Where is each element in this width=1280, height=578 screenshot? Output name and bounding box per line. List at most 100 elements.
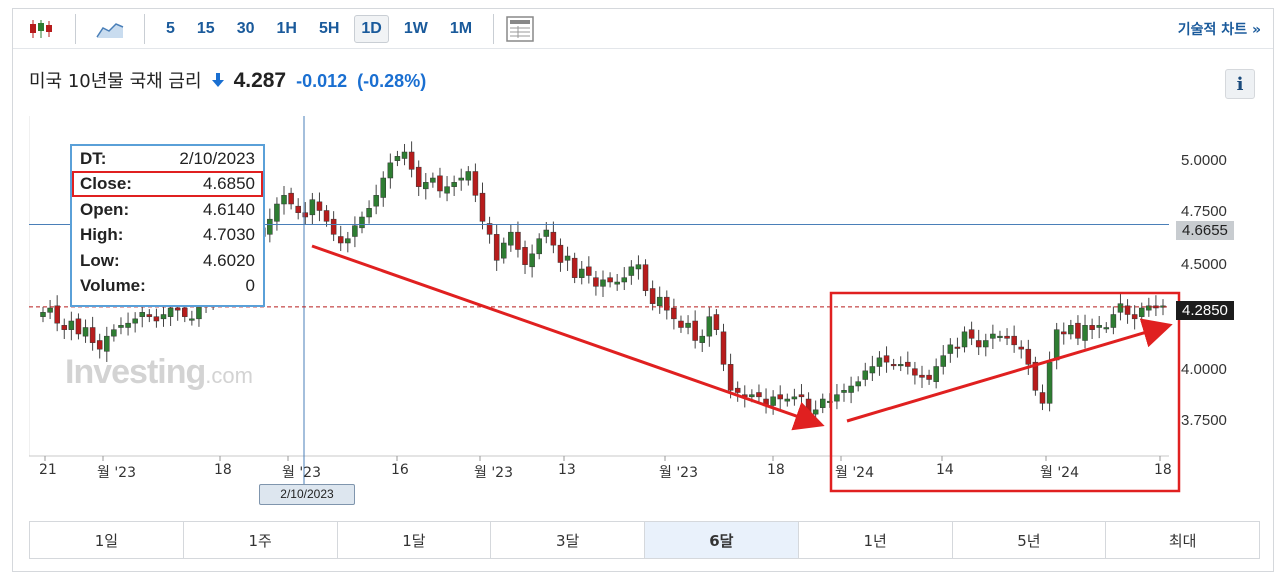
candle-body [75,318,82,335]
interval-30[interactable]: 30 [236,19,255,37]
interval-1w[interactable]: 1W [403,19,428,37]
candle-body [876,357,883,367]
tooltip-high-label: High: [80,225,124,245]
info-button[interactable]: i [1225,69,1255,99]
range-1-month[interactable]: 1달 [338,522,492,558]
data-table-icon[interactable] [504,13,536,45]
x-tick-label: 월 '23 [659,465,698,481]
candle-body [727,364,734,391]
candle-body [812,409,819,415]
candle-body [118,325,124,328]
candle-body [1004,335,1010,339]
price-change-percent: (-0.28%) [357,71,427,91]
candle-body [182,307,188,317]
tooltip-volume-value: 0 [245,275,255,295]
candle-body [855,381,861,387]
range-1-year[interactable]: 1년 [799,522,953,558]
interval-15[interactable]: 15 [196,19,215,37]
candle-body [1096,325,1102,328]
candle-body [1068,325,1074,335]
arrow-down-icon [211,72,224,91]
price-chart[interactable]: Investing.com DT: 2/10/2023 Close: 4.6850 … [29,116,1265,505]
candle-body [550,231,557,246]
tooltip-row-high: High: 4.7030 [72,222,263,247]
watermark-suffix: .com [205,363,253,388]
technical-chart-link[interactable]: 기술적 차트 » [1177,22,1261,38]
candle-body [196,305,202,320]
candle-body [586,266,592,276]
toolbar-divider [75,13,76,44]
tooltip-open-value: 4.6140 [203,199,255,219]
candle-body [472,171,479,196]
candle-body [401,151,408,159]
candle-body [458,177,464,181]
candle-body [635,264,642,270]
interval-5h[interactable]: 5H [318,19,340,37]
candle-body [501,242,507,259]
candle-body [543,229,550,237]
candle-body [366,208,372,218]
candle-body [869,366,876,374]
candle-body [345,238,351,244]
interval-5[interactable]: 5 [166,19,175,37]
range-1-day[interactable]: 1일 [30,522,184,558]
candle-body [359,216,365,229]
candle-body [451,182,457,187]
interval-1m[interactable]: 1M [449,19,473,37]
candle-body [734,387,741,393]
candle-body [508,231,514,246]
interval-1d[interactable]: 1D [354,14,389,43]
candle-body [926,374,932,380]
candle-body [394,156,401,161]
candle-body [1046,361,1053,404]
candle-body [337,236,344,244]
candle-body [40,312,46,317]
candle-body [189,318,195,321]
candle-body [352,225,358,237]
candle-body [614,281,620,285]
range-1-week[interactable]: 1주 [184,522,338,558]
candle-body [947,344,954,354]
candle-body [274,203,280,222]
tooltip-close-value: 4.6850 [203,174,255,194]
candle-body [309,199,316,216]
candle-body [295,205,301,213]
candle-body [578,268,585,278]
candle-body [564,255,571,261]
candlestick-icon[interactable] [21,13,61,45]
range-5-years[interactable]: 5년 [953,522,1107,558]
tooltip-low-label: Low: [80,250,120,270]
candle-body [61,325,68,330]
candle-body [323,210,330,222]
watermark-brand: Investing [65,353,206,391]
x-tick-label: 월 '23 [474,465,513,481]
candle-body [1032,361,1039,391]
range-6-months[interactable]: 6달 [645,522,799,558]
candle-body [671,307,677,320]
area-chart-icon[interactable] [90,13,130,45]
candle-body [479,192,486,222]
candle-body [770,396,776,406]
candle-body [593,277,599,287]
x-tick-label: 월 '24 [1040,465,1079,481]
tooltip-open-label: Open: [80,199,130,219]
range-3-months[interactable]: 3달 [491,522,645,558]
crosshair-price-tag: 4.6655 [1176,221,1234,240]
candle-body [557,244,564,263]
candle-body [104,335,110,352]
candle-body [96,340,103,350]
candle-body [678,320,684,328]
candle-body [713,314,720,330]
candle-body [912,368,918,376]
price-change: -0.012 [296,71,348,91]
candle-body [1011,335,1017,346]
instrument-title: 미국 10년물 국채 금리 [29,71,202,92]
range-max[interactable]: 최대 [1168,531,1197,550]
candle-body [983,340,989,348]
instrument-header: 미국 10년물 국채 금리 4.287 -0.012 (-0.28%) [29,67,426,93]
interval-1h[interactable]: 1H [276,19,297,37]
candle-body [834,394,840,402]
investing-watermark: Investing.com [65,353,253,392]
toolbar-divider [493,13,495,44]
tooltip-row-dt: DT: 2/10/2023 [72,146,263,171]
